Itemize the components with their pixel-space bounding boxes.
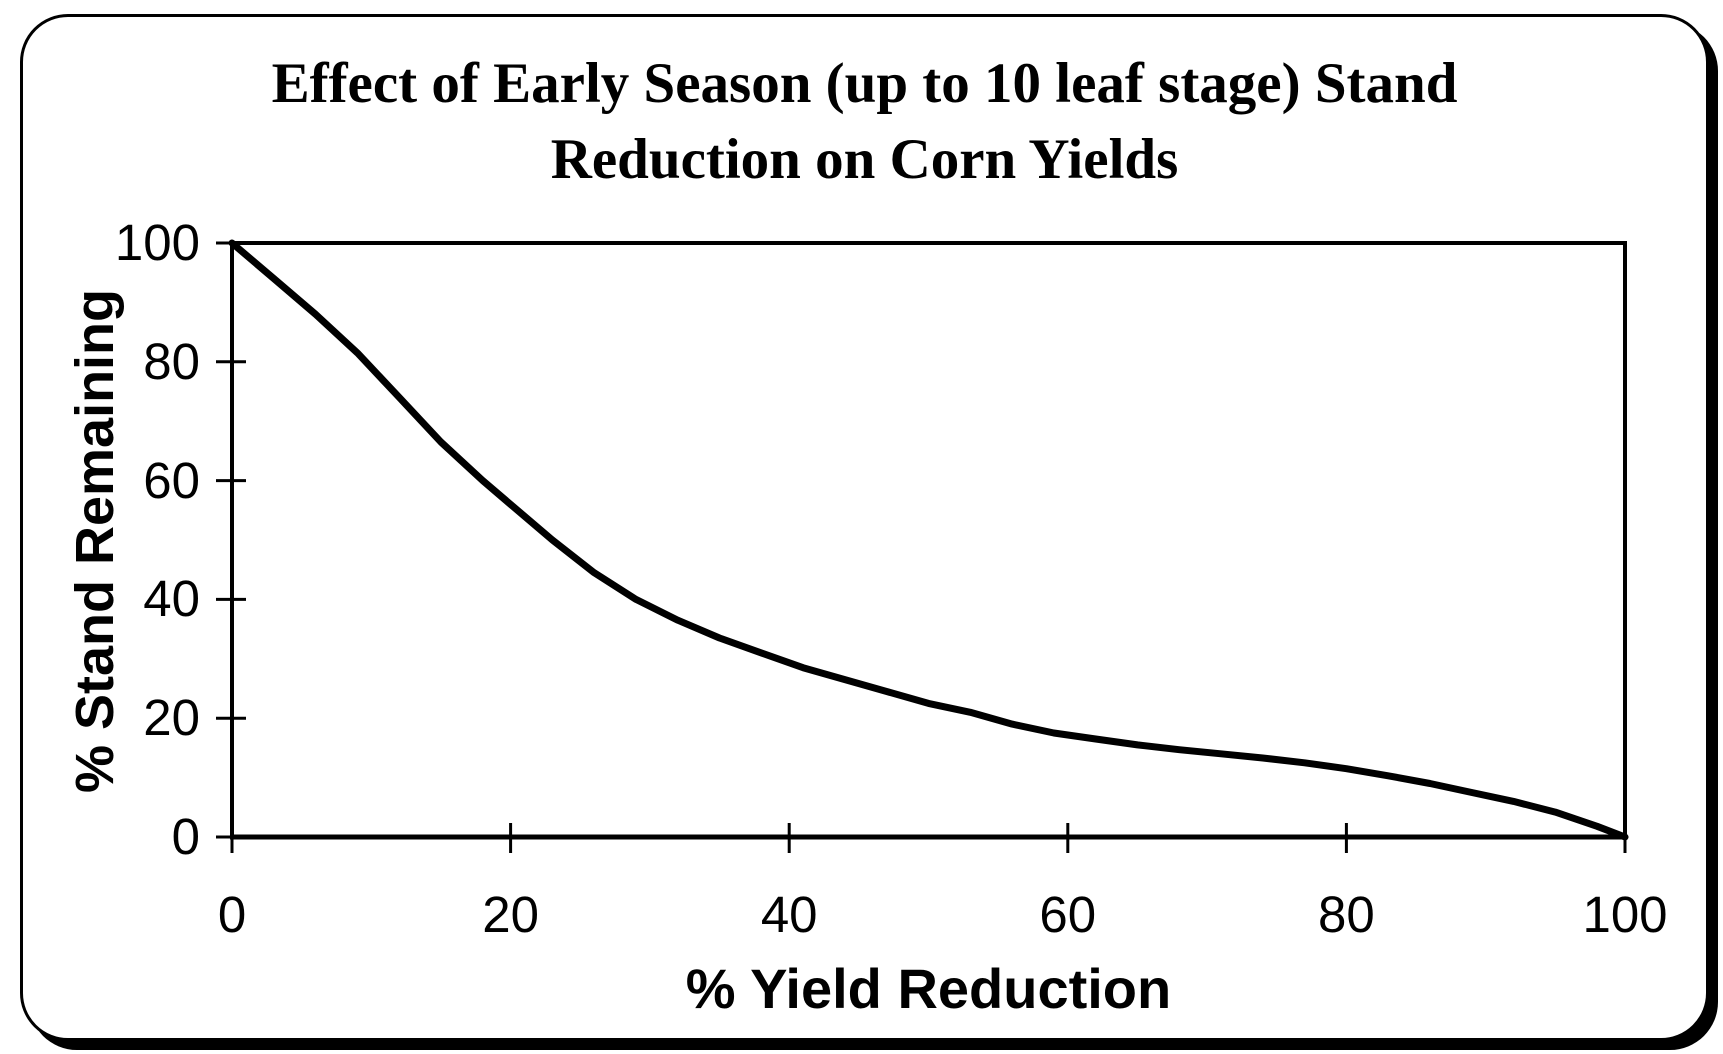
chart-title: Effect of Early Season (up to 10 leaf st… xyxy=(20,46,1709,198)
x-axis-title: % Yield Reduction xyxy=(685,957,1172,1020)
chart-title-line1: Effect of Early Season (up to 10 leaf st… xyxy=(271,52,1458,115)
chart-title-line2: Reduction on Corn Yields xyxy=(550,128,1179,191)
data-curve xyxy=(228,239,1629,841)
plot-border xyxy=(230,241,1627,839)
y-axis-title: % Stand Remaining xyxy=(65,288,125,794)
figure-frame xyxy=(20,14,1709,1041)
